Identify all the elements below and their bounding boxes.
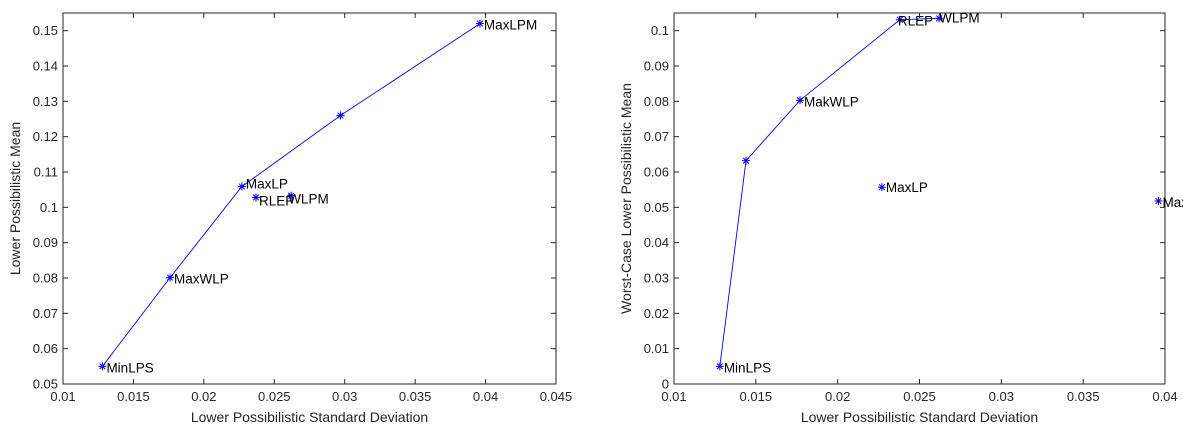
left-y-tick-label: 0.13 bbox=[33, 94, 58, 109]
right-x-tick-label: 0.02 bbox=[825, 389, 850, 404]
right-y-tick-label: 0.04 bbox=[644, 235, 669, 250]
right-y-axis-label: Worst-Case Lower Possibilistic Mean bbox=[618, 83, 634, 314]
right-y-tick-label: 0.07 bbox=[644, 129, 669, 144]
left-point-marker bbox=[98, 362, 107, 371]
left-y-tick-label: 0.11 bbox=[34, 165, 58, 180]
right-point-marker bbox=[796, 96, 805, 105]
left-point-label-maxlpm: MaxLPM bbox=[484, 18, 537, 33]
right-point-label-rlep: RLEP bbox=[898, 14, 933, 29]
left-y-tick-label: 0.06 bbox=[33, 341, 58, 356]
left-x-tick-label: 0.025 bbox=[258, 389, 291, 404]
right-x-tick-label: 0.015 bbox=[740, 389, 773, 404]
left-x-tick-label: 0.02 bbox=[191, 389, 216, 404]
left-y-tick-label: 0.05 bbox=[33, 377, 58, 392]
right-point-marker bbox=[935, 14, 944, 23]
left-point-label-minlps: MinLPS bbox=[106, 360, 153, 375]
left-point-marker bbox=[336, 111, 345, 120]
right-y-tick-label: 0 bbox=[662, 377, 669, 392]
right-y-tick-label: 0.03 bbox=[644, 271, 669, 286]
right-x-tick-label: 0.03 bbox=[989, 389, 1014, 404]
right-point-marker bbox=[715, 362, 724, 371]
left-y-tick-label: 0.07 bbox=[33, 306, 58, 321]
left-y-tick-label: 0.15 bbox=[33, 23, 58, 38]
right-axes-box bbox=[673, 12, 1166, 385]
left-axes-box bbox=[62, 12, 557, 385]
right-y-tick-label: 0.05 bbox=[644, 200, 669, 215]
left-x-tick-label: 0.045 bbox=[540, 389, 573, 404]
left-y-tick-label: 0.12 bbox=[33, 129, 58, 144]
left-y-tick-label: 0.14 bbox=[33, 59, 58, 74]
left-point-label-wlpm: WLPM bbox=[288, 192, 329, 207]
left-x-tick-label: 0.04 bbox=[473, 389, 498, 404]
left-x-axis-label: Lower Possibilistic Standard Deviation bbox=[191, 409, 428, 425]
right-point-label-makwlp: MakWLP bbox=[804, 94, 859, 109]
right-y-tick-label: 0.02 bbox=[644, 306, 669, 321]
right-x-tick-label: 0.04 bbox=[1152, 389, 1177, 404]
left-point-marker bbox=[251, 193, 260, 202]
right-y-tick-label: 0.08 bbox=[644, 94, 669, 109]
left-point-marker bbox=[287, 191, 296, 200]
left-x-tick-label: 0.015 bbox=[117, 389, 150, 404]
left-point-label-maxwlp: MaxWLP bbox=[174, 272, 229, 287]
right-point-marker bbox=[742, 156, 751, 165]
right-y-tick-label: 0.01 bbox=[644, 341, 669, 356]
left-y-tick-label: 0.08 bbox=[33, 271, 58, 286]
left-x-tick-label: 0.03 bbox=[332, 389, 357, 404]
right-point-marker bbox=[877, 183, 886, 192]
left-point-marker bbox=[475, 19, 484, 28]
right-y-tick-label: 0.09 bbox=[644, 59, 669, 74]
right-point-marker bbox=[1154, 196, 1163, 205]
right-point-label-maxlpm: MaxLPM bbox=[1162, 195, 1183, 210]
left-y-tick-label: 0.09 bbox=[33, 235, 58, 250]
left-point-label-rlep: RLEP bbox=[259, 193, 294, 208]
right-point-label-maxlp: MaxLP bbox=[886, 180, 928, 195]
right-y-tick-label: 0.1 bbox=[651, 23, 669, 38]
right-x-tick-label: 0.035 bbox=[1067, 389, 1100, 404]
chart-right-worst-case-frontier: 0.01 0.015 0.02 0.025 0.03 0.035 0.0400.010.02… bbox=[618, 10, 1183, 425]
left-x-tick-label: 0.01 bbox=[50, 389, 75, 404]
right-y-tick-label: 0.06 bbox=[644, 165, 669, 180]
left-point-label-maxlp: MaxLP bbox=[246, 176, 288, 191]
chart-left-frontier: 0.01 0.015 0.02 0.025 0.03 0.035 0.04 0.045 0.05… bbox=[7, 12, 573, 425]
left-point-marker bbox=[237, 182, 246, 191]
left-point-marker bbox=[166, 273, 175, 282]
left-y-axis-label: Lower Possibilistic Mean bbox=[7, 122, 23, 275]
right-x-axis-label: Lower Possibilistic Standard Deviation bbox=[801, 409, 1038, 425]
right-x-tick-label: 0.025 bbox=[903, 389, 936, 404]
left-y-tick-label: 0.1 bbox=[40, 200, 58, 215]
left-x-tick-label: 0.035 bbox=[399, 389, 432, 404]
right-point-marker bbox=[895, 15, 904, 24]
right-point-label-wlpm: WLPM bbox=[939, 10, 980, 25]
right-point-label-minlps: MinLPS bbox=[724, 360, 771, 375]
right-x-tick-label: 0.01 bbox=[661, 389, 686, 404]
